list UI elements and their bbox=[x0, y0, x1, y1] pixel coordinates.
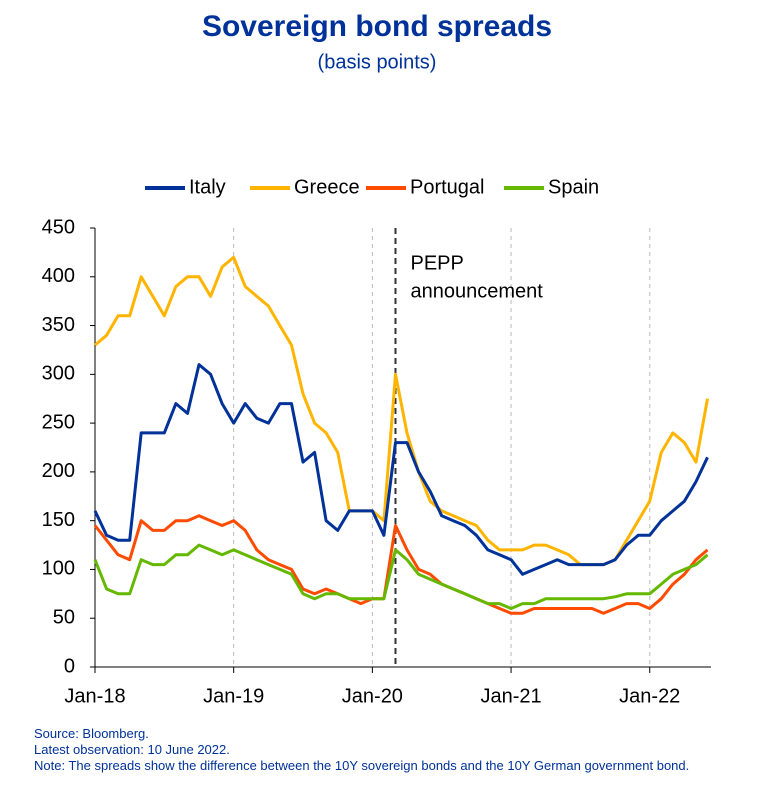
x-tick-label: Jan-22 bbox=[619, 685, 680, 707]
y-tick-label: 200 bbox=[42, 460, 75, 482]
y-tick-label: 350 bbox=[42, 314, 75, 336]
note: Latest observation: 10 June 2022. bbox=[34, 742, 230, 757]
x-tick-label: Jan-19 bbox=[203, 685, 264, 707]
y-tick-label: 150 bbox=[42, 509, 75, 531]
annotation-text: announcement bbox=[410, 280, 543, 302]
annotation-text: PEPP bbox=[410, 252, 463, 274]
x-tick-label: Jan-21 bbox=[480, 685, 541, 707]
legend-label: Italy bbox=[189, 176, 226, 198]
chart-title: Sovereign bond spreads bbox=[202, 10, 552, 43]
x-tick-label: Jan-18 bbox=[64, 685, 125, 707]
y-tick-label: 250 bbox=[42, 411, 75, 433]
note: Source: Bloomberg. bbox=[34, 726, 149, 741]
y-tick-label: 400 bbox=[42, 265, 75, 287]
y-tick-label: 450 bbox=[42, 216, 75, 238]
y-tick-label: 0 bbox=[64, 655, 75, 677]
legend-label: Portugal bbox=[410, 176, 485, 198]
x-tick-label: Jan-20 bbox=[342, 685, 403, 707]
y-tick-label: 300 bbox=[42, 363, 75, 385]
notes: Source: Bloomberg. Latest observation: 10… bbox=[34, 726, 726, 774]
y-tick-label: 100 bbox=[42, 558, 75, 580]
chart-subtitle: (basis points) bbox=[318, 51, 437, 73]
legend-label: Greece bbox=[294, 176, 360, 198]
series-line bbox=[93, 543, 709, 610]
note: Note: The spreads show the difference be… bbox=[34, 758, 690, 773]
legend-label: Spain bbox=[548, 176, 599, 198]
series-line bbox=[93, 514, 709, 615]
y-tick-label: 50 bbox=[53, 607, 75, 629]
chart: Sovereign bond spreads (basis points) 0 5… bbox=[42, 10, 711, 707]
series-line bbox=[93, 363, 709, 576]
